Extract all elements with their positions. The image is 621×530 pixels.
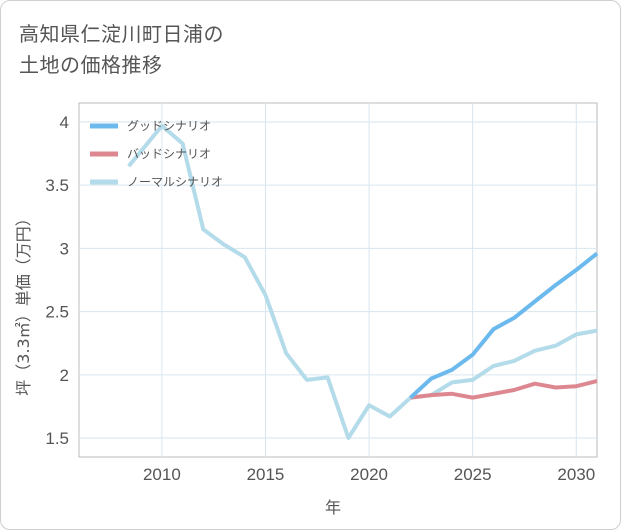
chart-title-line1: 高知県仁淀川町日浦の: [19, 22, 224, 46]
y-tick-label: 3: [60, 239, 69, 258]
series-lines: [127, 123, 599, 440]
x-axis-title: 年: [325, 498, 341, 517]
legend-label: グッドシナリオ: [127, 119, 211, 133]
y-tick-label: 2: [60, 366, 69, 385]
x-tick-label: 2015: [247, 465, 285, 484]
y-axis-title: 坪（3.3㎡）単価（万円）: [14, 210, 33, 395]
x-tick-label: 2020: [350, 465, 388, 484]
y-tick-label: 4: [60, 113, 69, 132]
chart-title: 高知県仁淀川町日浦の 土地の価格推移: [19, 19, 399, 81]
series-line-1: [409, 251, 599, 400]
y-tick-label: 3.5: [45, 176, 69, 195]
x-tick-label: 2030: [557, 465, 595, 484]
plot-area: [78, 102, 598, 458]
series-line-2: [410, 379, 598, 400]
y-axis-ticks: 1.5 2 2.5 3 3.5 4: [45, 113, 69, 448]
y-tick-label: 1.5: [45, 429, 69, 448]
chart-title-line2: 土地の価格推移: [19, 53, 163, 77]
legend-label: ノーマルシナリオ: [127, 175, 223, 189]
y-tick-label: 2.5: [45, 303, 69, 322]
x-axis-ticks: 2010 2015 2020 2025 2030: [143, 465, 595, 484]
x-tick-label: 2025: [454, 465, 492, 484]
x-tick-label: 2010: [143, 465, 181, 484]
series-line-3: [127, 123, 598, 440]
legend-label: バッドシナリオ: [127, 147, 211, 161]
